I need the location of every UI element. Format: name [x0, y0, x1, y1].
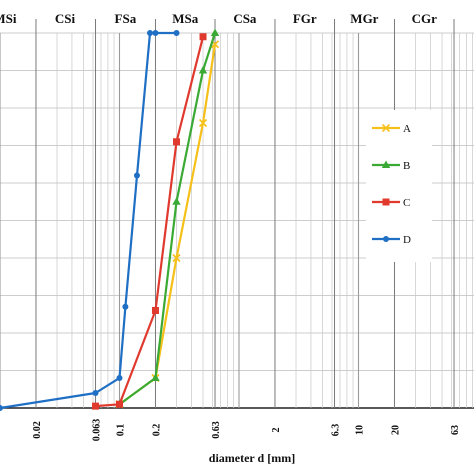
data-point	[151, 307, 159, 314]
legend-label: A	[403, 123, 411, 135]
data-point	[147, 30, 154, 36]
data-point	[381, 123, 391, 133]
series-D	[0, 30, 180, 411]
legend: A B C D	[366, 110, 432, 262]
x-tick-label: 63	[450, 425, 461, 435]
x-tick-label: 10	[355, 425, 366, 435]
x-tick-label: 20	[390, 425, 401, 435]
data-series	[0, 28, 220, 411]
data-point	[383, 236, 389, 242]
data-point	[173, 30, 180, 36]
x-tick-label: 0.063	[92, 419, 103, 442]
x-tick-label: 0.1	[116, 424, 127, 437]
x-tick-labels: 0.02 0.063 0.1 0.2 0.63 2 6.3 10 20 63	[32, 419, 461, 442]
soil-class-label: CSa	[233, 11, 257, 26]
legend-label: D	[403, 234, 411, 246]
soil-class-label: CGr	[412, 11, 438, 26]
data-point	[116, 375, 123, 381]
series-C	[92, 33, 207, 410]
legend-box	[366, 110, 432, 262]
data-point	[173, 138, 181, 146]
soil-class-label: MSa	[172, 11, 199, 26]
data-point	[382, 198, 390, 206]
legend-item-A: A	[372, 123, 411, 135]
data-point	[92, 402, 100, 410]
x-axis-title: diameter d [mm]	[209, 451, 295, 465]
data-point	[198, 118, 208, 128]
legend-label: C	[403, 197, 410, 209]
legend-item-D: D	[372, 234, 411, 246]
soil-class-labels: MSi CSi FSa MSa CSa FGr MGr CGr	[0, 11, 437, 26]
soil-class-label: MGr	[350, 11, 378, 26]
series-line	[95, 36, 205, 408]
data-point	[0, 405, 3, 411]
legend-label: B	[403, 160, 410, 172]
data-point	[92, 390, 99, 396]
legend-item-C: C	[372, 197, 410, 209]
x-tick-label: 2	[271, 428, 282, 433]
soil-class-label: FSa	[115, 11, 137, 26]
soil-class-label: MSi	[0, 11, 17, 26]
grid	[0, 19, 474, 409]
x-tick-label: 0.63	[211, 421, 222, 439]
data-point	[116, 400, 123, 408]
data-point	[152, 30, 159, 36]
x-tick-label: 0.2	[151, 424, 162, 437]
legend-item-B: B	[372, 160, 410, 172]
soil-class-label: FGr	[293, 11, 317, 26]
data-point	[133, 172, 140, 179]
data-point	[122, 303, 129, 310]
data-point	[381, 160, 391, 168]
data-point	[199, 33, 207, 41]
data-point	[151, 373, 160, 381]
soil-class-label: CSi	[55, 11, 76, 26]
data-point	[172, 253, 181, 263]
data-point	[210, 28, 220, 36]
data-point	[198, 66, 208, 74]
x-tick-label: 6.3	[331, 424, 342, 437]
data-point	[172, 197, 181, 205]
x-tick-label: 0.02	[32, 421, 43, 439]
